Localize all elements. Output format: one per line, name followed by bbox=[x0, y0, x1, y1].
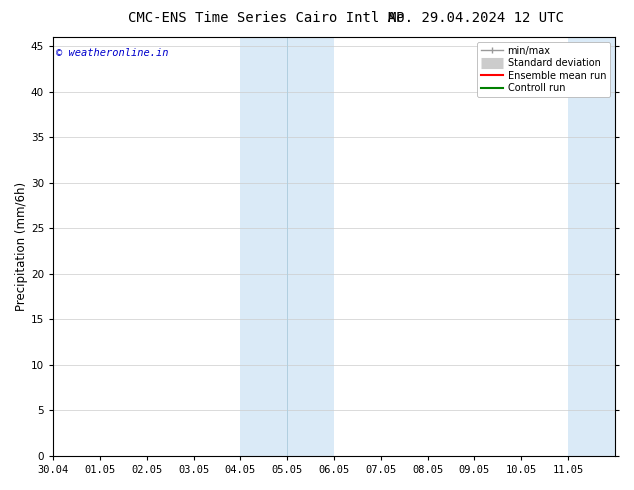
Legend: min/max, Standard deviation, Ensemble mean run, Controll run: min/max, Standard deviation, Ensemble me… bbox=[477, 42, 610, 97]
Bar bbox=[568, 37, 624, 456]
Text: CMC-ENS Time Series Cairo Intl AP: CMC-ENS Time Series Cairo Intl AP bbox=[128, 11, 404, 25]
Text: Mo. 29.04.2024 12 UTC: Mo. 29.04.2024 12 UTC bbox=[387, 11, 564, 25]
Y-axis label: Precipitation (mm/6h): Precipitation (mm/6h) bbox=[15, 182, 28, 311]
Bar bbox=[240, 37, 334, 456]
Text: © weatheronline.in: © weatheronline.in bbox=[56, 48, 169, 57]
